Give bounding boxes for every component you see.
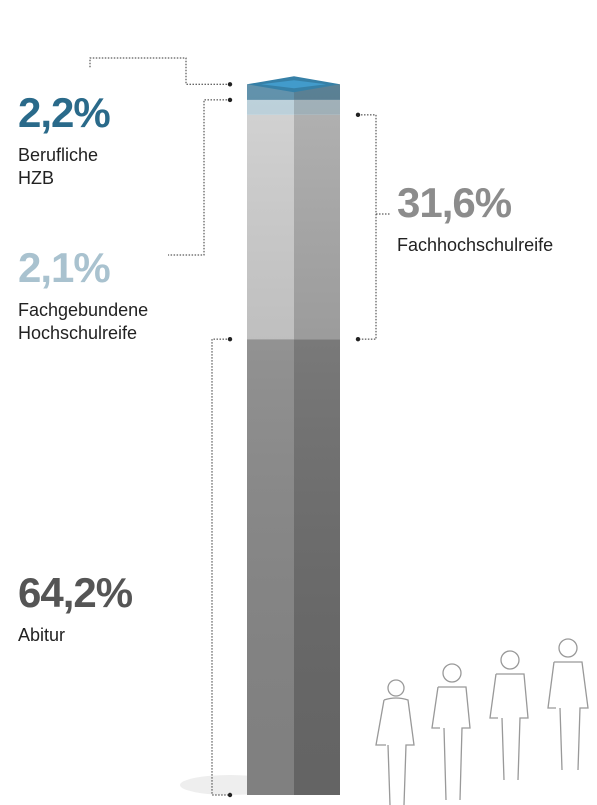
value-label: 2,1% bbox=[18, 245, 110, 291]
value-label: 64,2% bbox=[18, 570, 132, 616]
bracket bbox=[358, 115, 376, 339]
people-icons bbox=[376, 639, 588, 805]
column-gloss bbox=[247, 84, 340, 795]
bracket-dot bbox=[356, 113, 360, 117]
bracket-dot bbox=[356, 337, 360, 341]
bracket-dot bbox=[228, 98, 232, 102]
bracket-dot bbox=[228, 337, 232, 341]
value-label: 31,6% bbox=[397, 180, 511, 226]
bracket bbox=[90, 58, 230, 84]
series-name: Berufliche HZB bbox=[18, 144, 128, 190]
series-name: Fachhochschulreife bbox=[397, 234, 597, 257]
bracket-dot bbox=[228, 82, 232, 86]
page: {"chart_data": {"type": "stacked-column"… bbox=[0, 0, 597, 805]
value-label: 2,2% bbox=[18, 90, 110, 136]
bracket-dot bbox=[228, 793, 232, 797]
series-name: Fachgebundene Hochschulreife bbox=[18, 299, 218, 345]
bracket bbox=[168, 100, 230, 255]
series-name: Abitur bbox=[18, 624, 218, 647]
bracket bbox=[212, 339, 230, 795]
